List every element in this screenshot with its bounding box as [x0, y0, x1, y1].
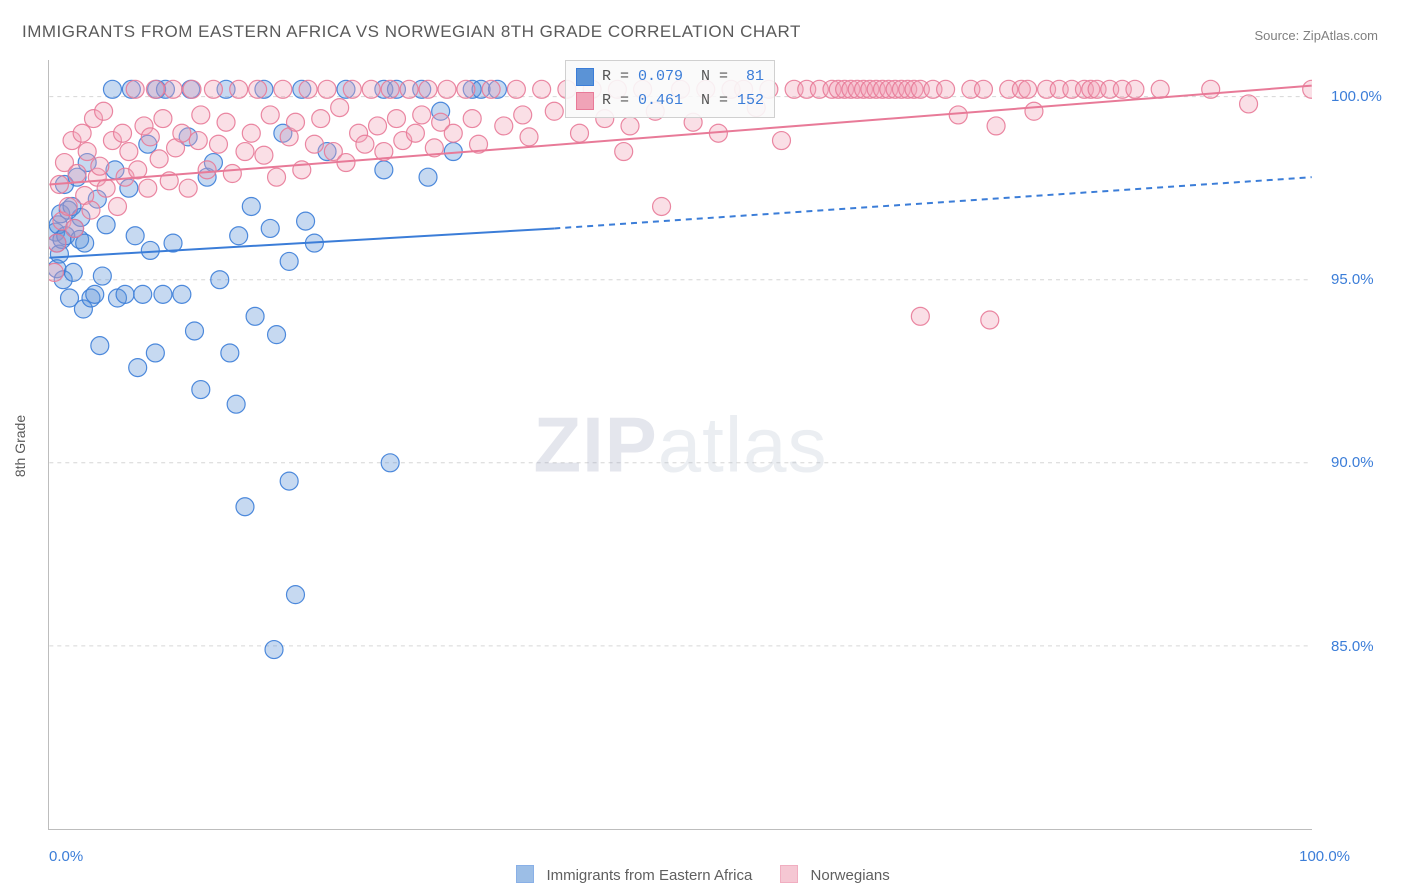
source-label: Source: ZipAtlas.com: [1254, 28, 1378, 43]
y-tick-label: 95.0%: [1331, 271, 1374, 288]
chart-title: IMMIGRANTS FROM EASTERN AFRICA VS NORWEG…: [22, 22, 801, 42]
y-tick-label: 100.0%: [1331, 88, 1382, 105]
stats-legend-box: R = 0.079 N = 81 R = 0.461 N = 152: [565, 60, 775, 118]
stats-r-label: R =: [602, 89, 638, 113]
bottom-legend: Immigrants from Eastern Africa Norwegian…: [0, 865, 1406, 884]
x-tick-min: 0.0%: [49, 848, 83, 865]
stats-row-0: R = 0.079 N = 81: [576, 65, 764, 89]
stats-n-label: N =: [683, 89, 737, 113]
legend-label-0: Immigrants from Eastern Africa: [546, 867, 752, 884]
legend-item-0: Immigrants from Eastern Africa: [516, 865, 752, 884]
legend-label-1: Norwegians: [811, 867, 890, 884]
stats-swatch-0: [576, 68, 594, 86]
legend-swatch-0: [516, 865, 534, 883]
plot-area: ZIPatlas 85.0%90.0%95.0%100.0%0.0%100.0%: [48, 60, 1312, 830]
stats-r-value-0: 0.079: [638, 65, 683, 89]
stats-n-label: N =: [683, 65, 746, 89]
legend-item-1: Norwegians: [780, 865, 889, 884]
stats-swatch-1: [576, 92, 594, 110]
stats-row-1: R = 0.461 N = 152: [576, 89, 764, 113]
y-tick-label: 90.0%: [1331, 454, 1374, 471]
stats-n-value-0: 81: [746, 65, 764, 89]
stats-r-value-1: 0.461: [638, 89, 683, 113]
stats-n-value-1: 152: [737, 89, 764, 113]
stats-r-label: R =: [602, 65, 638, 89]
x-tick-max: 100.0%: [1299, 848, 1350, 865]
legend-swatch-1: [780, 865, 798, 883]
chart-svg: [49, 60, 1312, 829]
y-axis-label: 8th Grade: [12, 415, 28, 477]
y-tick-label: 85.0%: [1331, 638, 1374, 655]
